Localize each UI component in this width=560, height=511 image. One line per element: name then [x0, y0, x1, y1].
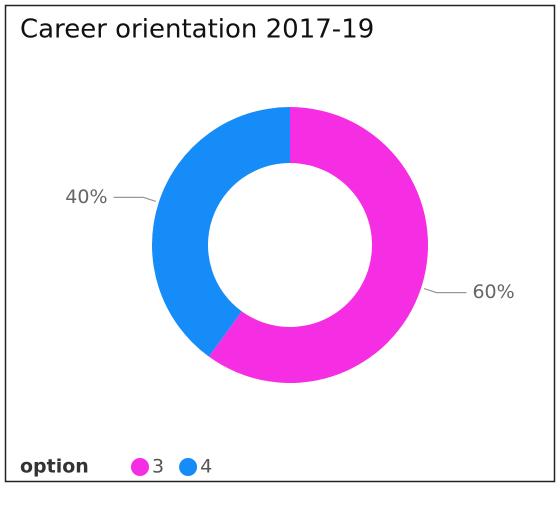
legend-title: option	[20, 456, 89, 478]
frame	[4, 4, 556, 483]
legend-swatch	[179, 458, 198, 476]
slice	[151, 107, 290, 357]
data-label: 40%	[65, 186, 107, 208]
leader-line	[113, 196, 157, 202]
legend-swatch	[131, 458, 149, 476]
data-label: 60%	[472, 281, 514, 303]
legend-label: 4	[200, 456, 212, 478]
leader-line	[423, 288, 467, 294]
slice	[208, 107, 428, 383]
chart-title: Career orientation 2017-19	[20, 15, 374, 45]
legend-label: 3	[152, 456, 164, 478]
